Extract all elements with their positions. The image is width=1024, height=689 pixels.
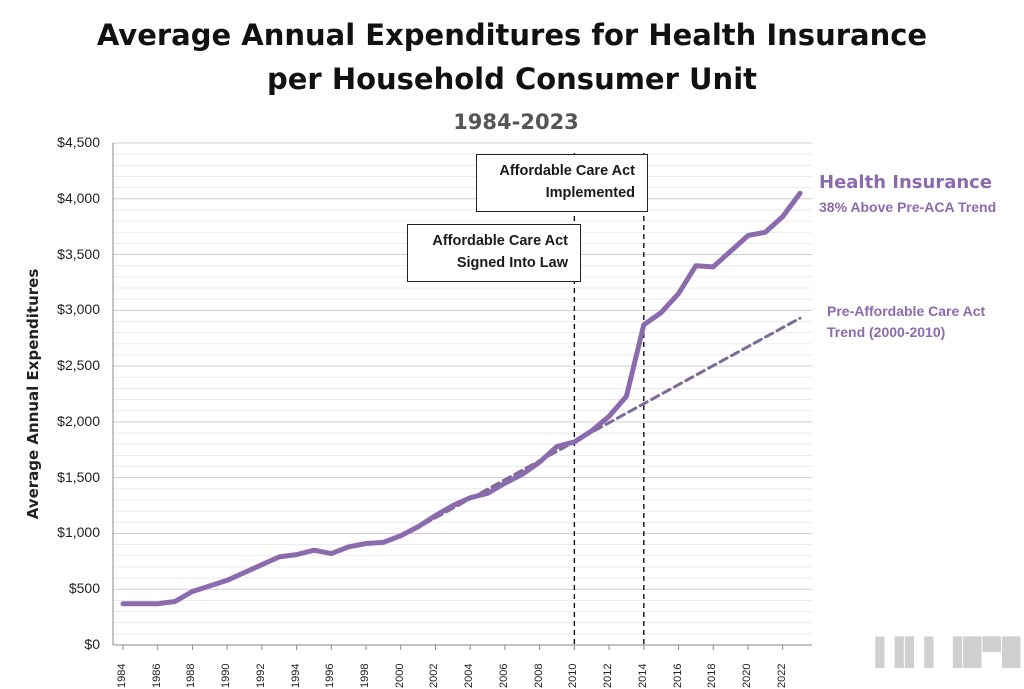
data-point-2004 xyxy=(468,495,473,500)
data-point-1995 xyxy=(311,547,317,553)
x-tick-label: 2008 xyxy=(532,663,545,688)
data-point-2014 xyxy=(641,322,646,328)
x-tick-label: 2020 xyxy=(740,663,753,688)
data-point-1984 xyxy=(120,601,126,606)
x-tick-label: 1994 xyxy=(289,663,302,688)
x-tick-label: 1984 xyxy=(116,663,128,688)
data-point-2016 xyxy=(676,291,681,296)
health-insurance-series-line xyxy=(120,190,803,607)
data-point-2000 xyxy=(398,533,403,538)
x-tick-label: 2000 xyxy=(393,663,406,688)
data-point-1996 xyxy=(329,551,334,556)
x-tick-label: 2022 xyxy=(775,663,788,688)
data-point-2007 xyxy=(520,472,525,477)
annotation-aca-signed: Affordable Care Act Signed Into Law xyxy=(407,224,581,282)
annotation-aca-signed-line1: Affordable Care Act xyxy=(432,233,568,249)
data-point-2020 xyxy=(745,233,751,238)
x-tick-label: 2006 xyxy=(497,663,510,688)
x-tick-label: 1990 xyxy=(220,663,233,688)
data-point-2013 xyxy=(624,394,629,399)
y-tick-label: $1,000 xyxy=(57,524,100,541)
x-tick-label: 2014 xyxy=(636,663,649,688)
data-point-1994 xyxy=(294,552,299,557)
annotation-aca-implemented-line1: Affordable Care Act xyxy=(499,163,635,179)
data-point-1986 xyxy=(155,601,160,606)
data-point-2019 xyxy=(728,249,733,254)
chart-title-line2: per Household Consumer Unit xyxy=(267,62,757,96)
y-tick-label: $3,000 xyxy=(57,301,100,318)
x-tick-label: 1988 xyxy=(185,663,198,688)
y-tick-label: $2,500 xyxy=(57,357,100,374)
y-tick-label: $500 xyxy=(68,580,100,597)
x-tick-label: 2002 xyxy=(428,663,441,688)
data-point-2005 xyxy=(485,491,490,496)
y-tick-label: $3,500 xyxy=(57,245,100,262)
data-point-1989 xyxy=(207,583,212,589)
data-point-2011 xyxy=(589,428,594,434)
x-tick-label: 1992 xyxy=(254,663,267,688)
series-label-pre-aca-trend: Pre-Affordable Care Act Trend (2000-2010… xyxy=(827,301,985,343)
series-label-health-insurance: Health Insurance xyxy=(819,172,993,193)
y-tick-label: $4,000 xyxy=(57,189,100,206)
data-point-1993 xyxy=(277,554,282,560)
data-point-1997 xyxy=(346,544,351,550)
x-tick-label: 2004 xyxy=(463,663,476,688)
x-tick-label: 2016 xyxy=(671,663,684,688)
x-tick-label: 1986 xyxy=(150,663,163,688)
data-point-2018 xyxy=(711,264,716,270)
series-note-above-trend: 38% Above Pre-ACA Trend xyxy=(819,199,997,215)
x-tick-label: 1998 xyxy=(359,663,372,688)
data-point-2017 xyxy=(693,263,699,268)
data-point-2006 xyxy=(502,481,508,486)
x-tick-label: 2018 xyxy=(706,663,719,688)
chart-title-line1: Average Annual Expenditures for Health I… xyxy=(96,18,928,52)
data-point-1999 xyxy=(381,540,386,545)
data-point-2012 xyxy=(606,414,612,419)
data-point-1998 xyxy=(363,541,369,546)
watermark: ▐▐▌▌▐█▀█ xyxy=(866,636,1022,666)
annotation-aca-implemented-line2: Implemented xyxy=(545,185,635,201)
y-tick-label: $0 xyxy=(84,636,100,652)
y-tick-label: $2,000 xyxy=(57,412,100,429)
data-point-1990 xyxy=(224,578,230,583)
chart-subtitle: 1984-2023 xyxy=(453,110,579,134)
x-tick-label: 1996 xyxy=(324,663,337,688)
data-point-2022 xyxy=(780,214,785,219)
y-tick-label: $4,500 xyxy=(57,134,100,150)
annotation-aca-implemented: Affordable Care Act Implemented xyxy=(476,154,648,212)
data-point-2002 xyxy=(433,513,438,518)
x-tick-label: 2010 xyxy=(567,663,580,688)
data-point-2008 xyxy=(537,459,542,465)
data-point-1991 xyxy=(242,570,247,575)
data-point-1987 xyxy=(172,599,178,604)
data-point-2001 xyxy=(415,524,421,529)
trend-label-line2: Trend (2000-2010) xyxy=(827,324,946,340)
data-point-2023 xyxy=(797,191,803,196)
x-tick-label: 2012 xyxy=(602,663,615,688)
data-point-2003 xyxy=(450,503,456,508)
data-point-1992 xyxy=(259,562,265,567)
trend-series-line xyxy=(399,316,802,539)
data-point-2015 xyxy=(658,310,664,315)
trend-label-line1: Pre-Affordable Care Act xyxy=(827,303,986,319)
data-point-1988 xyxy=(190,589,195,594)
y-tick-label: $1,500 xyxy=(57,468,100,485)
annotation-aca-signed-line2: Signed Into Law xyxy=(456,255,568,271)
data-point-2021 xyxy=(763,230,768,235)
data-point-1985 xyxy=(138,601,143,606)
data-point-2009 xyxy=(554,444,560,449)
data-point-2010 xyxy=(572,439,577,445)
